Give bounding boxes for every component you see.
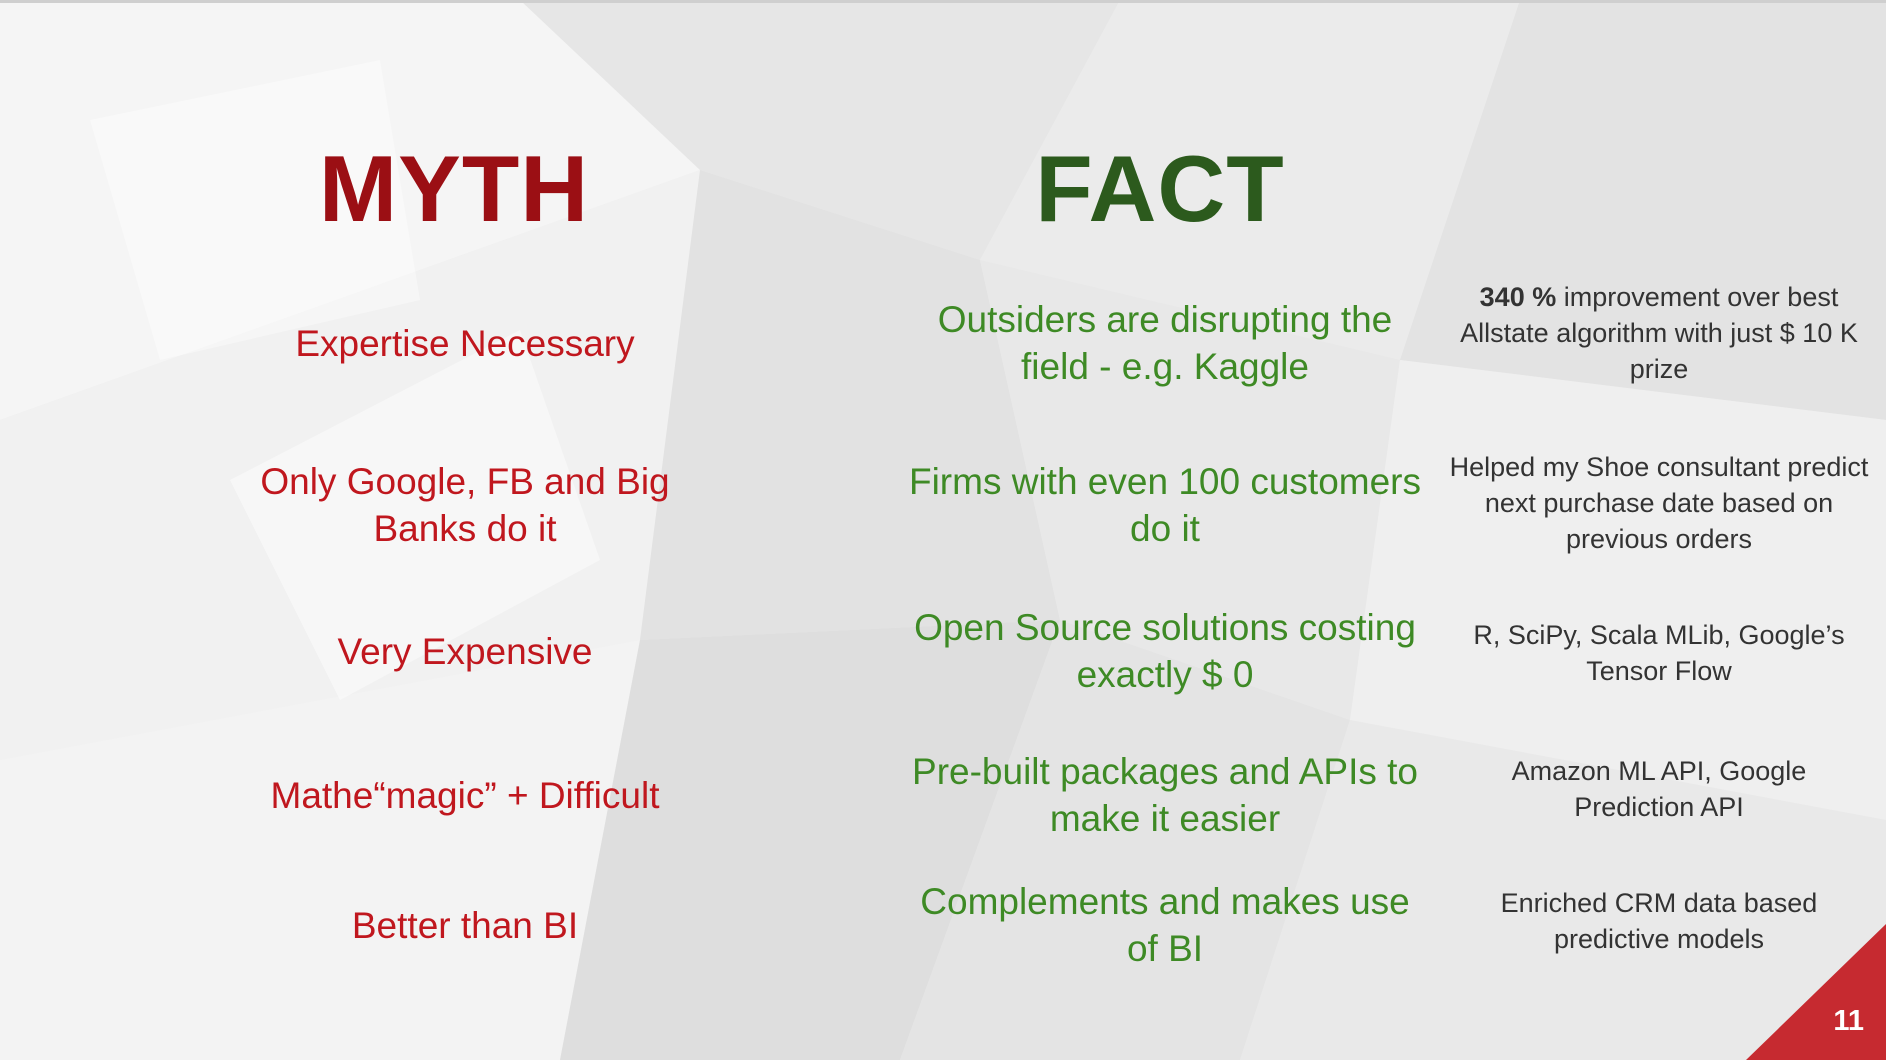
fact-item: Open Source solutions costing exactly $ … bbox=[900, 598, 1430, 704]
fact-text: Firms with even 100 customers do it bbox=[908, 461, 1421, 549]
fact-text: Pre-built packages and APIs to make it e… bbox=[912, 751, 1418, 839]
fact-text: Outsiders are disrupting the field - e.g… bbox=[937, 299, 1393, 387]
fact-item: Pre-built packages and APIs to make it e… bbox=[900, 742, 1430, 848]
example-text: Helped my Shoe consultant predict next p… bbox=[1449, 452, 1869, 554]
myth-item: Expertise Necessary bbox=[220, 290, 710, 396]
fact-item: Outsiders are disrupting the field - e.g… bbox=[900, 290, 1430, 396]
example-body: improvement over best Allstate algorithm… bbox=[1460, 282, 1858, 384]
fact-item: Complements and makes use of BI bbox=[900, 872, 1430, 978]
fact-text: Open Source solutions costing exactly $ … bbox=[914, 607, 1416, 695]
myth-item: Mathe“magic” + Difficult bbox=[220, 742, 710, 848]
myth-item: Very Expensive bbox=[220, 598, 710, 704]
fact-text: Complements and makes use of BI bbox=[920, 881, 1410, 969]
corner-accent bbox=[1746, 924, 1886, 1060]
example-text: Amazon ML API, Google Prediction API bbox=[1511, 756, 1807, 822]
example-text: 340 % improvement over best Allstate alg… bbox=[1448, 279, 1870, 387]
top-rule bbox=[0, 0, 1886, 3]
myth-text: Mathe“magic” + Difficult bbox=[270, 774, 660, 816]
myth-item: Better than BI bbox=[220, 872, 710, 978]
fact-item: Firms with even 100 customers do it bbox=[900, 452, 1430, 558]
myth-item: Only Google, FB and Big Banks do it bbox=[220, 452, 710, 558]
myth-heading: MYTH bbox=[318, 136, 590, 241]
myth-text: Very Expensive bbox=[337, 630, 593, 672]
myth-text: Expertise Necessary bbox=[295, 322, 635, 364]
example-highlight: 340 % bbox=[1479, 282, 1557, 312]
example-item: Enriched CRM data based predictive model… bbox=[1448, 864, 1870, 978]
fact-heading: FACT bbox=[1035, 136, 1285, 241]
example-item: Helped my Shoe consultant predict next p… bbox=[1448, 446, 1870, 560]
myth-text: Better than BI bbox=[351, 904, 579, 946]
example-item: R, SciPy, Scala MLib, Google’s Tensor Fl… bbox=[1448, 596, 1870, 710]
example-item: 340 % improvement over best Allstate alg… bbox=[1448, 276, 1870, 390]
example-item: Amazon ML API, Google Prediction API bbox=[1448, 732, 1870, 846]
example-text: R, SciPy, Scala MLib, Google’s Tensor Fl… bbox=[1473, 620, 1845, 686]
page-number: 11 bbox=[1833, 1005, 1864, 1037]
example-text: Enriched CRM data based predictive model… bbox=[1500, 888, 1818, 954]
myth-text: Only Google, FB and Big Banks do it bbox=[260, 461, 670, 549]
